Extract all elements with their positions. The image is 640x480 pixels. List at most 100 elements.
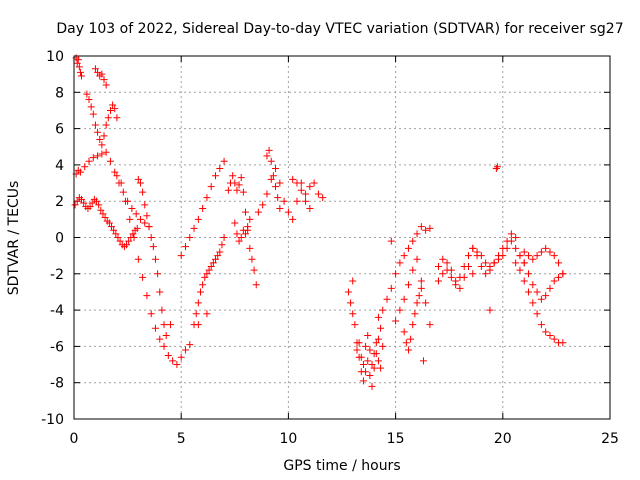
data-point — [214, 252, 222, 260]
data-point — [364, 357, 372, 365]
data-point — [114, 234, 122, 241]
data-point — [415, 292, 423, 300]
data-point — [392, 270, 400, 278]
data-point — [85, 96, 93, 104]
data-point — [123, 241, 131, 249]
data-point — [525, 252, 533, 260]
data-point — [533, 252, 541, 260]
data-point — [469, 244, 477, 252]
data-point — [289, 215, 297, 223]
data-point — [387, 284, 395, 292]
data-point — [550, 335, 558, 343]
data-point — [134, 255, 142, 263]
x-tick-label: 5 — [177, 431, 186, 447]
data-point — [98, 141, 106, 149]
data-point — [422, 226, 430, 234]
data-point — [87, 103, 95, 111]
data-point — [119, 188, 127, 196]
data-point — [456, 284, 464, 292]
data-point — [529, 255, 537, 263]
y-tick-label: 10 — [46, 49, 64, 65]
data-point — [207, 183, 215, 191]
data-point — [460, 273, 468, 281]
data-point — [499, 244, 507, 252]
data-point — [95, 201, 103, 209]
data-point — [196, 288, 204, 296]
data-point — [306, 204, 314, 212]
data-point — [99, 210, 107, 218]
data-point — [162, 332, 170, 340]
data-point — [149, 243, 157, 251]
data-point — [190, 224, 198, 232]
data-point — [192, 310, 200, 318]
data-point — [351, 321, 359, 329]
data-point — [349, 277, 357, 285]
data-point — [199, 281, 207, 289]
data-point — [265, 146, 273, 154]
data-point — [377, 324, 385, 332]
data-point — [136, 215, 144, 223]
data-point — [116, 237, 124, 245]
data-point — [98, 70, 106, 78]
data-point — [110, 226, 118, 234]
data-point — [529, 281, 537, 289]
data-point — [533, 310, 541, 318]
data-point — [404, 281, 412, 289]
data-point — [533, 288, 541, 296]
data-point — [413, 230, 421, 238]
data-point — [220, 234, 228, 241]
data-point — [319, 194, 327, 202]
chart-title: Day 103 of 2022, Sidereal Day-to-day VTE… — [56, 21, 623, 37]
data-point — [512, 259, 520, 267]
data-point — [242, 230, 250, 238]
data-point — [128, 204, 136, 212]
data-point — [216, 165, 224, 173]
data-point — [76, 168, 84, 176]
x-tick-label: 20 — [494, 431, 512, 447]
data-point — [133, 224, 141, 232]
axis-ticks: -10 -8 -6 -4 -2 0 2 4 6 8 10 0 5 10 15 20 25 — [41, 49, 619, 447]
x-axis-label: GPS time / hours — [283, 458, 400, 474]
data-point — [132, 210, 140, 218]
data-point — [280, 197, 288, 205]
data-point — [186, 234, 194, 241]
data-point — [252, 281, 260, 289]
data-point — [237, 234, 245, 241]
data-point — [117, 179, 125, 187]
data-point — [83, 90, 91, 98]
data-point — [370, 364, 378, 372]
data-point — [374, 357, 382, 365]
data-point — [145, 223, 153, 231]
data-point — [274, 194, 282, 202]
data-point — [413, 255, 421, 263]
data-point — [550, 252, 558, 260]
data-point — [194, 299, 202, 307]
data-point — [93, 197, 101, 205]
data-point — [105, 219, 113, 227]
data-point — [141, 201, 149, 209]
data-point — [151, 324, 159, 332]
data-point — [387, 237, 395, 245]
data-point — [86, 203, 94, 211]
data-point — [396, 306, 404, 314]
data-point — [201, 273, 209, 281]
data-point — [417, 284, 425, 292]
data-point — [239, 226, 247, 234]
data-point — [151, 255, 159, 263]
data-point — [74, 56, 82, 64]
data-point — [94, 128, 102, 136]
data-point — [525, 270, 533, 278]
data-point — [73, 59, 81, 67]
data-point — [141, 219, 149, 227]
data-point — [101, 214, 109, 222]
data-point — [102, 121, 110, 129]
data-point — [546, 284, 554, 292]
data-point — [218, 241, 226, 249]
data-point — [366, 346, 374, 354]
data-point — [139, 188, 147, 196]
data-point — [239, 188, 247, 196]
data-point — [181, 243, 189, 251]
data-point — [362, 368, 370, 376]
data-point — [203, 270, 211, 278]
